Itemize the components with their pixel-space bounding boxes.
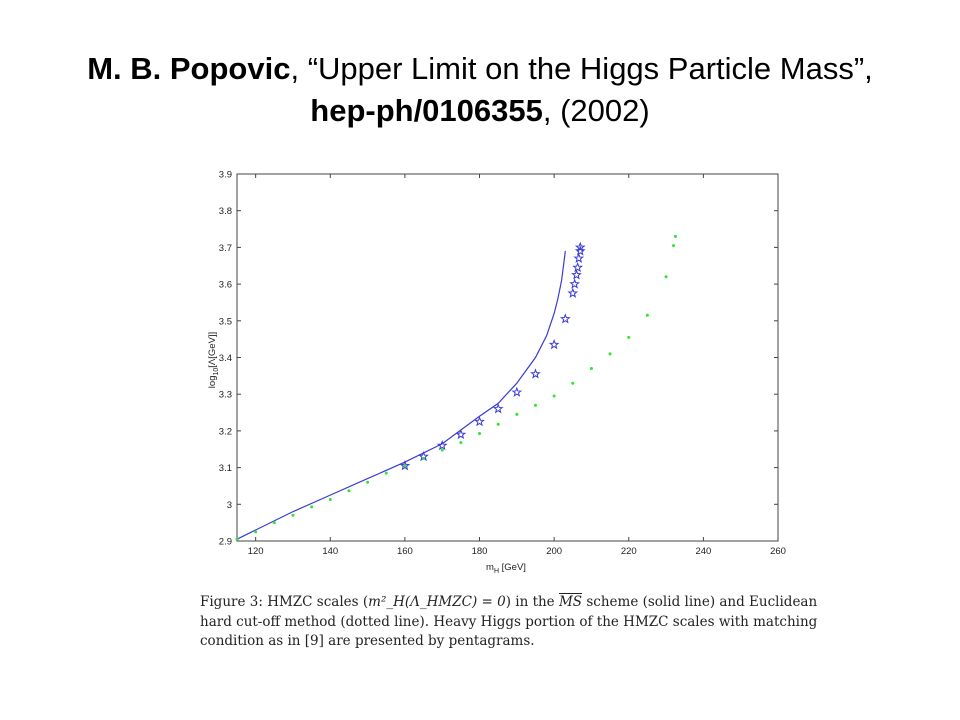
dotted-line-point: [589, 367, 593, 371]
caption-text-c: scheme (solid line) and Euclidean hard c…: [200, 594, 818, 649]
dotted-line-point: [664, 275, 668, 279]
y-tick-label: 3.5: [219, 316, 232, 327]
y-tick-label: 3.1: [219, 463, 232, 474]
dotted-line-point: [672, 244, 676, 248]
x-tick-label: 220: [621, 546, 637, 557]
pentagram-marker: [572, 261, 584, 273]
dotted-line-point: [459, 441, 463, 445]
caption-text-a: HMZC scales (: [267, 594, 369, 610]
pentagram-marker: [511, 386, 523, 397]
x-axis-label-unit: [GeV]: [499, 562, 526, 573]
y-tick-label: 3.9: [219, 170, 232, 181]
dotted-line-point: [496, 422, 500, 426]
x-tick-label: 160: [397, 546, 413, 557]
dotted-line-point: [366, 480, 370, 484]
figure-caption: Figure 3: HMZC scales (m²_H(Λ_HMZC) = 0)…: [200, 593, 850, 652]
x-tick-label: 240: [695, 546, 711, 557]
dotted-line-point: [422, 456, 426, 460]
pentagram-marker: [530, 368, 541, 379]
author-name: M. B. Popovic: [87, 51, 291, 86]
caption-math: m²_H(Λ_HMZC) = 0: [368, 594, 506, 610]
plot-frame: [236, 173, 779, 542]
y-tick-label: 3.2: [219, 426, 232, 437]
dotted-line-point: [235, 537, 239, 541]
dotted-line-point: [673, 234, 677, 238]
pentagram-marker: [573, 252, 585, 263]
dotted-line-point: [440, 448, 444, 452]
x-tick-label: 200: [546, 546, 562, 557]
dotted-line-point: [328, 498, 332, 502]
dotted-line-point: [533, 403, 537, 407]
y-axis: 2.9 3 3.1 3.2 3.3 3.4 3.5 3.6 3.7 3.8 3.9: [219, 170, 778, 548]
y-tick-label: 2.9: [219, 537, 232, 548]
pentagram-marker: [492, 403, 504, 414]
caption-text-b: ) in the: [505, 594, 555, 610]
dotted-line-point: [310, 505, 314, 509]
dotted-line-point: [645, 313, 649, 317]
y-tick-label: 3.3: [219, 390, 232, 401]
ms-symbol: MS: [558, 594, 583, 610]
y-axis-label-rest: [Λ[GeV]]: [207, 332, 218, 368]
pentagram-marker: [574, 241, 586, 252]
hmzc-chart: 120 140 160 180 200 220 240 260 2.9 3 3.1 3.2 3.3 3.…: [207, 170, 786, 576]
pentagram-marker: [548, 339, 560, 350]
dotted-line-point: [384, 471, 388, 475]
series-solid-line: [236, 250, 566, 540]
x-tick-label: 180: [472, 546, 488, 557]
y-axis-label-sub: 10: [213, 368, 220, 376]
figure-label: Figure 3:: [200, 594, 263, 610]
y-tick-label: 3.8: [219, 206, 232, 217]
plot-area: [235, 234, 677, 541]
dotted-line-point: [627, 335, 631, 339]
dotted-line-point: [571, 381, 575, 385]
dotted-line-point: [608, 352, 612, 356]
x-axis-label-sub: H: [494, 568, 499, 575]
x-axis: 120 140 160 180 200 220 240 260: [248, 174, 786, 557]
y-tick-label: 3.4: [219, 353, 232, 364]
dotted-line-point: [515, 412, 519, 416]
y-tick-label: 3: [227, 500, 232, 511]
x-tick-label: 260: [770, 546, 786, 557]
x-tick-label: 140: [322, 546, 338, 557]
publication-year: , (2002): [542, 93, 650, 128]
pentagram-marker: [574, 245, 586, 256]
x-axis-label: mH [GeV]: [486, 562, 526, 575]
dotted-line-point: [291, 513, 295, 517]
y-tick-label: 3.6: [219, 280, 232, 291]
pentagram-marker: [559, 313, 571, 324]
pentagram-marker: [474, 416, 485, 427]
pentagram-marker: [567, 287, 579, 298]
pentagram-marker: [399, 460, 411, 471]
pentagram-marker: [571, 269, 582, 280]
paper-title: “Upper Limit on the Higgs Particle Mass”…: [307, 51, 873, 86]
dotted-line-point: [552, 394, 556, 398]
x-tick-label: 120: [248, 546, 264, 557]
dotted-line-point: [478, 431, 482, 435]
slide-title: M. B. Popovic, “Upper Limit on the Higgs…: [0, 48, 960, 132]
dotted-line-point: [254, 530, 258, 534]
pentagram-marker: [455, 428, 467, 440]
pentagram-marker: [436, 439, 448, 451]
arxiv-id: hep-ph/0106355: [310, 93, 543, 128]
dotted-line-point: [272, 521, 276, 525]
title-separator: ,: [290, 51, 308, 86]
dotted-line-point: [403, 464, 407, 468]
pentagram-marker: [569, 278, 581, 289]
y-tick-label: 3.7: [219, 243, 232, 254]
dotted-line-point: [347, 489, 351, 493]
